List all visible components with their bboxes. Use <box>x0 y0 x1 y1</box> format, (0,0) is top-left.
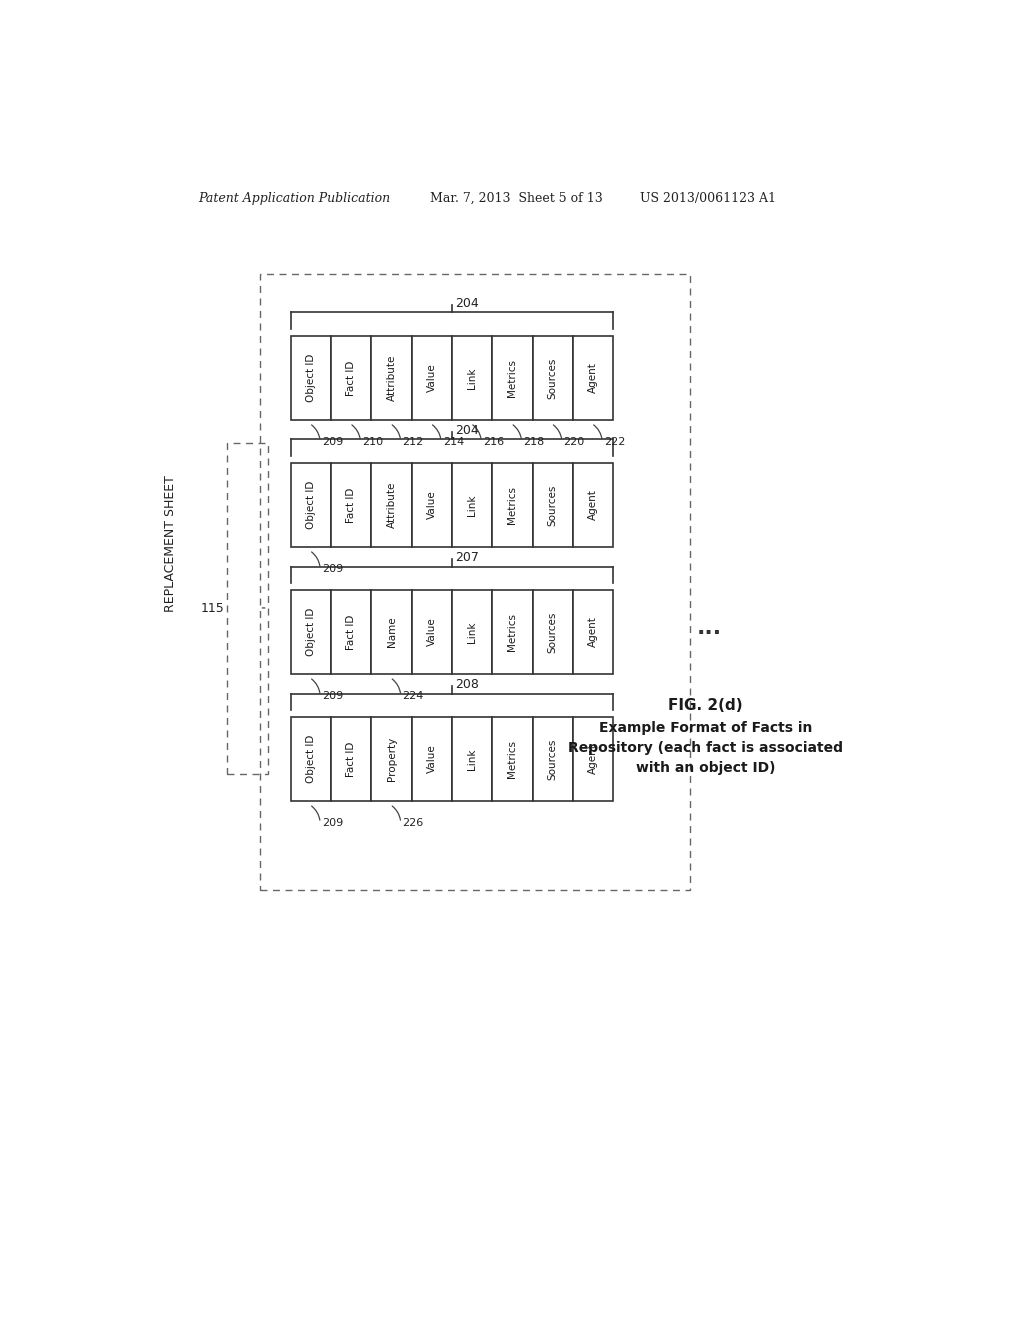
Text: Sources: Sources <box>548 611 558 652</box>
Text: Metrics: Metrics <box>508 359 517 397</box>
Bar <box>572 717 613 801</box>
Text: 209: 209 <box>322 690 343 701</box>
Text: 224: 224 <box>402 690 424 701</box>
Text: Object ID: Object ID <box>306 607 315 656</box>
Text: Property: Property <box>386 737 396 781</box>
Text: FIG. 2(d): FIG. 2(d) <box>668 697 742 713</box>
Bar <box>372 590 412 675</box>
Text: Attribute: Attribute <box>386 482 396 528</box>
Text: 222: 222 <box>604 437 626 446</box>
Text: Metrics: Metrics <box>508 741 517 777</box>
Bar <box>331 717 372 801</box>
Text: Value: Value <box>427 363 437 392</box>
Text: Repository (each fact is associated: Repository (each fact is associated <box>568 742 843 755</box>
Text: Name: Name <box>386 616 396 647</box>
Bar <box>372 335 412 420</box>
Bar <box>572 335 613 420</box>
Bar <box>331 335 372 420</box>
Text: 209: 209 <box>322 564 343 574</box>
Text: Object ID: Object ID <box>306 480 315 529</box>
Text: Example Format of Facts in: Example Format of Facts in <box>599 721 812 735</box>
Bar <box>572 590 613 675</box>
Text: 216: 216 <box>483 437 504 446</box>
Bar <box>260 275 690 890</box>
Text: Fact ID: Fact ID <box>346 487 356 523</box>
Text: Metrics: Metrics <box>508 612 517 651</box>
Text: 207: 207 <box>455 550 479 564</box>
Text: 208: 208 <box>455 677 479 690</box>
Text: Sources: Sources <box>548 738 558 780</box>
Text: Link: Link <box>467 622 477 643</box>
Bar <box>331 590 372 675</box>
Text: 214: 214 <box>442 437 464 446</box>
Bar <box>291 590 331 675</box>
Bar <box>532 335 572 420</box>
Text: Attribute: Attribute <box>386 355 396 401</box>
Bar <box>532 717 572 801</box>
Bar <box>452 462 493 548</box>
Text: 204: 204 <box>455 424 479 437</box>
Bar <box>291 462 331 548</box>
Bar <box>372 717 412 801</box>
Text: Link: Link <box>467 367 477 388</box>
Text: Patent Application Publication: Patent Application Publication <box>198 191 390 205</box>
Bar <box>532 462 572 548</box>
Bar <box>412 335 452 420</box>
Bar <box>412 462 452 548</box>
Bar <box>227 444 267 775</box>
Bar <box>493 590 532 675</box>
Text: Mar. 7, 2013  Sheet 5 of 13: Mar. 7, 2013 Sheet 5 of 13 <box>430 191 603 205</box>
Text: 209: 209 <box>322 437 343 446</box>
Text: Agent: Agent <box>588 490 598 520</box>
Text: REPLACEMENT SHEET: REPLACEMENT SHEET <box>164 475 177 612</box>
Bar <box>452 717 493 801</box>
Text: Agent: Agent <box>588 363 598 393</box>
Bar <box>291 717 331 801</box>
Text: Sources: Sources <box>548 484 558 525</box>
Text: Value: Value <box>427 618 437 647</box>
Text: 204: 204 <box>455 297 479 310</box>
Bar <box>572 462 613 548</box>
Text: Fact ID: Fact ID <box>346 360 356 396</box>
Text: Object ID: Object ID <box>306 354 315 403</box>
Bar <box>532 590 572 675</box>
Text: 226: 226 <box>402 818 424 828</box>
Text: Agent: Agent <box>588 616 598 647</box>
Bar <box>493 717 532 801</box>
Bar <box>412 717 452 801</box>
Text: Object ID: Object ID <box>306 735 315 783</box>
Bar <box>452 590 493 675</box>
Text: 209: 209 <box>322 818 343 828</box>
Text: Agent: Agent <box>588 743 598 775</box>
Text: 218: 218 <box>523 437 545 446</box>
Text: Sources: Sources <box>548 358 558 399</box>
Text: Metrics: Metrics <box>508 486 517 524</box>
Bar <box>493 462 532 548</box>
Text: 115: 115 <box>201 602 224 615</box>
Text: 212: 212 <box>402 437 424 446</box>
Bar <box>452 335 493 420</box>
Bar <box>291 335 331 420</box>
Text: Value: Value <box>427 744 437 774</box>
Text: Fact ID: Fact ID <box>346 742 356 776</box>
Bar <box>372 462 412 548</box>
Text: Value: Value <box>427 491 437 519</box>
Text: Fact ID: Fact ID <box>346 614 356 649</box>
Text: with an object ID): with an object ID) <box>636 762 775 775</box>
Text: Link: Link <box>467 494 477 516</box>
Text: 220: 220 <box>563 437 585 446</box>
Bar <box>331 462 372 548</box>
Bar <box>412 590 452 675</box>
Text: 210: 210 <box>362 437 383 446</box>
Text: Link: Link <box>467 748 477 770</box>
Text: US 2013/0061123 A1: US 2013/0061123 A1 <box>640 191 775 205</box>
Text: ...: ... <box>696 618 722 638</box>
Bar <box>493 335 532 420</box>
